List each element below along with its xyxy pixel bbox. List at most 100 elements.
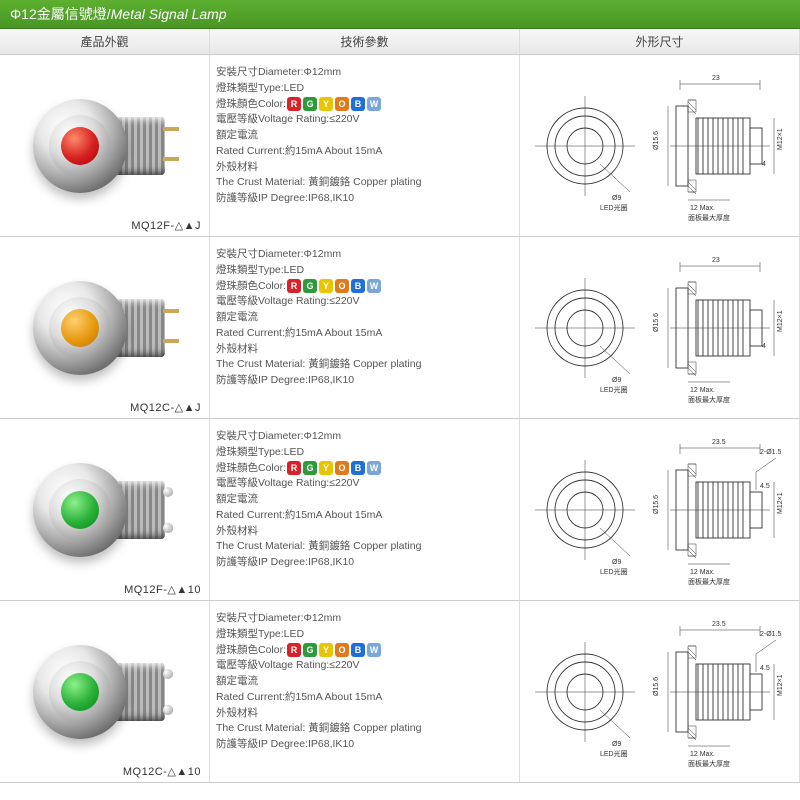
spec-ip: 防護等級IP Degree:IP68,IK10	[216, 191, 513, 207]
specs-cell: 安裝尺寸Diameter:Φ12mm 燈珠類型Type:LED 燈珠顏色Colo…	[210, 601, 520, 782]
svg-text:Ø15.6: Ø15.6	[653, 676, 660, 695]
model-label: MQ12F-△▲10	[124, 583, 201, 596]
spec-ip: 防護等級IP Degree:IP68,IK10	[216, 555, 513, 571]
color-badge: R	[287, 279, 301, 293]
svg-text:23: 23	[712, 257, 720, 264]
svg-text:面板最大厚度: 面板最大厚度	[688, 395, 730, 404]
dimension-drawing: Ø9 LED光圈 23.5 Ø15.6 M12×1 2-Ø1.5	[530, 612, 790, 772]
product-row: MQ12F-△▲J 安裝尺寸Diameter:Φ12mm 燈珠類型Type:LE…	[0, 55, 800, 237]
appearance-cell: MQ12F-△▲J	[0, 55, 210, 236]
spec-color: 燈珠顏色Color:RGYOBW	[216, 97, 513, 113]
spec-color: 燈珠顏色Color:RGYOBW	[216, 461, 513, 477]
svg-text:23: 23	[712, 75, 720, 82]
spec-diameter: 安裝尺寸Diameter:Φ12mm	[216, 65, 513, 81]
svg-text:Ø9: Ø9	[612, 741, 621, 748]
spec-ip: 防護等級IP Degree:IP68,IK10	[216, 737, 513, 753]
svg-text:4: 4	[762, 343, 766, 350]
svg-text:M12×1: M12×1	[777, 128, 784, 150]
color-badge: Y	[319, 643, 333, 657]
dims-cell: Ø9 LED光圈 23 Ø15.6 M12×1 4 12	[520, 237, 800, 418]
spec-type: 燈珠類型Type:LED	[216, 81, 513, 97]
header-specs: 技術參數	[210, 29, 520, 54]
dims-cell: Ø9 LED光圈 23.5 Ø15.6 M12×1 2-Ø1.5	[520, 419, 800, 600]
svg-text:Ø9: Ø9	[612, 559, 621, 566]
title-zh: Φ12金屬信號燈	[10, 6, 107, 22]
spec-rated-current: Rated Current:約15mA About 15mA	[216, 508, 513, 524]
title-en: Metal Signal Lamp	[111, 6, 227, 22]
color-badge: R	[287, 643, 301, 657]
svg-text:2-Ø1.5: 2-Ø1.5	[760, 631, 782, 638]
header-dims: 外形尺寸	[520, 29, 800, 54]
color-badge: B	[351, 461, 365, 475]
color-badge: R	[287, 97, 301, 111]
column-header-row: 產品外觀 技術參數 外形尺寸	[0, 29, 800, 55]
dimension-drawing: Ø9 LED光圈 23 Ø15.6 M12×1 4 12	[530, 248, 790, 408]
specs-cell: 安裝尺寸Diameter:Φ12mm 燈珠類型Type:LED 燈珠顏色Colo…	[210, 55, 520, 236]
model-label: MQ12F-△▲J	[131, 219, 201, 232]
svg-text:M12×1: M12×1	[777, 674, 784, 696]
svg-text:12 Max.: 12 Max.	[690, 205, 715, 212]
title-bar: Φ12金屬信號燈/Metal Signal Lamp	[0, 0, 800, 29]
spec-rated-current-label: 額定電流	[216, 674, 513, 690]
spec-crust-label: 外殼材料	[216, 160, 513, 176]
svg-text:LED光圈: LED光圈	[600, 749, 628, 758]
dimension-drawing: Ø9 LED光圈 23.5 Ø15.6 M12×1 2-Ø1.5	[530, 430, 790, 590]
color-badge: B	[351, 279, 365, 293]
svg-text:12 Max.: 12 Max.	[690, 569, 715, 576]
spec-rated-current: Rated Current:約15mA About 15mA	[216, 144, 513, 160]
dims-cell: Ø9 LED光圈 23 Ø15.6 M12×1 4 12	[520, 55, 800, 236]
lamp-illustration	[25, 91, 185, 201]
svg-text:Ø9: Ø9	[612, 195, 621, 202]
lamp-screws	[163, 487, 173, 497]
svg-text:Ø9: Ø9	[612, 377, 621, 384]
svg-text:LED光圈: LED光圈	[600, 385, 628, 394]
spec-crust: The Crust Material: 黃銅鍍鉻 Copper plating	[216, 175, 513, 191]
lamp-illustration	[25, 273, 185, 383]
svg-text:23.5: 23.5	[712, 621, 726, 628]
svg-text:面板最大厚度: 面板最大厚度	[688, 213, 730, 222]
lamp-screws	[163, 669, 173, 679]
svg-text:23.5: 23.5	[712, 439, 726, 446]
color-badge: W	[367, 643, 381, 657]
spec-voltage: 電壓等級Voltage Rating:≤220V	[216, 112, 513, 128]
spec-diameter: 安裝尺寸Diameter:Φ12mm	[216, 247, 513, 263]
color-badge: Y	[319, 279, 333, 293]
color-badge: W	[367, 97, 381, 111]
color-badge: Y	[319, 461, 333, 475]
color-badge: B	[351, 643, 365, 657]
model-label: MQ12C-△▲10	[123, 765, 201, 778]
spec-rated-current-label: 額定電流	[216, 310, 513, 326]
spec-voltage: 電壓等級Voltage Rating:≤220V	[216, 658, 513, 674]
spec-voltage: 電壓等級Voltage Rating:≤220V	[216, 476, 513, 492]
spec-crust: The Crust Material: 黃銅鍍鉻 Copper plating	[216, 357, 513, 373]
dims-cell: Ø9 LED光圈 23.5 Ø15.6 M12×1 2-Ø1.5	[520, 601, 800, 782]
svg-text:面板最大厚度: 面板最大厚度	[688, 759, 730, 768]
spec-rated-current-label: 額定電流	[216, 492, 513, 508]
color-badge: O	[335, 279, 349, 293]
svg-text:12 Max.: 12 Max.	[690, 387, 715, 394]
svg-text:4: 4	[762, 161, 766, 168]
model-label: MQ12C-△▲J	[130, 401, 201, 414]
spec-crust-label: 外殼材料	[216, 524, 513, 540]
svg-text:面板最大厚度: 面板最大厚度	[688, 577, 730, 586]
color-badge: B	[351, 97, 365, 111]
spec-crust: The Crust Material: 黃銅鍍鉻 Copper plating	[216, 721, 513, 737]
spec-rated-current-label: 額定電流	[216, 128, 513, 144]
appearance-cell: MQ12C-△▲10	[0, 601, 210, 782]
appearance-cell: MQ12C-△▲J	[0, 237, 210, 418]
lamp-illustration	[25, 455, 185, 565]
spec-type: 燈珠類型Type:LED	[216, 263, 513, 279]
color-badge: G	[303, 97, 317, 111]
specs-cell: 安裝尺寸Diameter:Φ12mm 燈珠類型Type:LED 燈珠顏色Colo…	[210, 419, 520, 600]
svg-text:LED光圈: LED光圈	[600, 203, 628, 212]
color-badge: O	[335, 461, 349, 475]
svg-text:Ø15.6: Ø15.6	[653, 130, 660, 149]
lamp-illustration	[25, 637, 185, 747]
spec-voltage: 電壓等級Voltage Rating:≤220V	[216, 294, 513, 310]
header-appearance: 產品外觀	[0, 29, 210, 54]
svg-text:4.5: 4.5	[760, 483, 770, 490]
product-row: MQ12F-△▲10 安裝尺寸Diameter:Φ12mm 燈珠類型Type:L…	[0, 419, 800, 601]
color-badge: O	[335, 643, 349, 657]
spec-ip: 防護等級IP Degree:IP68,IK10	[216, 373, 513, 389]
dimension-drawing: Ø9 LED光圈 23 Ø15.6 M12×1 4 12	[530, 66, 790, 226]
